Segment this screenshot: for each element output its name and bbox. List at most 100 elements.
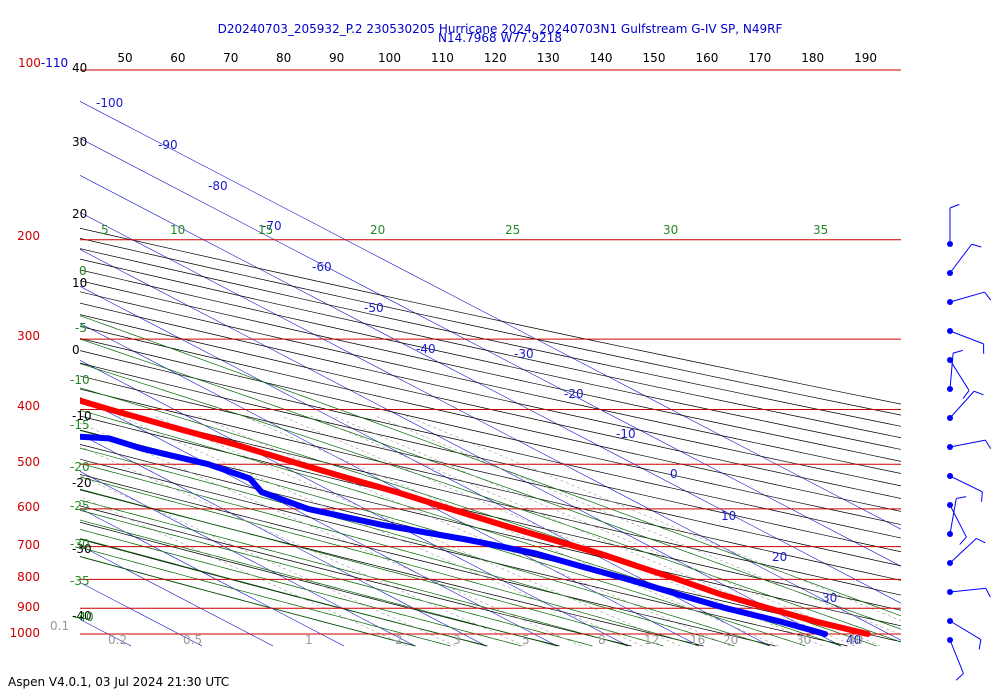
mixing-ratio-label: 0.2 — [108, 633, 127, 647]
moist-adiabat-label: -5 — [75, 321, 87, 335]
isotherm-label: 20 — [772, 550, 787, 564]
wind-barb-point — [947, 589, 953, 595]
dry-adiabat-line — [80, 505, 632, 647]
mixing-ratio-label: 8 — [598, 633, 606, 647]
wind-barb-flag — [981, 491, 983, 502]
pressure-label: 800 — [17, 570, 40, 584]
isotherm-line — [80, 545, 274, 647]
chart-title-line2: N14.7968 W77.9218 — [438, 31, 562, 45]
isotherm-line — [80, 582, 203, 647]
isotherm-label: -90 — [158, 138, 178, 152]
wind-barb-point — [947, 357, 953, 363]
isotherm-label: -70 — [262, 219, 282, 233]
mixing-ratio-line — [152, 415, 681, 647]
isotherm-line — [80, 212, 901, 641]
dry-adiabat-line — [80, 473, 776, 647]
moist-adiabat-line — [80, 556, 415, 647]
isotherm-line — [80, 175, 901, 604]
mixing-ratio-label: 0.5 — [183, 633, 202, 647]
moist-adiabat-label: 10 — [170, 223, 185, 237]
top-axis-tick: 180 — [801, 51, 824, 65]
dry-adiabat-line — [80, 429, 901, 627]
wind-barb-staff — [949, 475, 983, 493]
top-axis-tick: 50 — [117, 51, 132, 65]
wind-barb-flag — [985, 588, 991, 598]
isotherm-line — [80, 508, 345, 647]
isotherm-label: 0 — [670, 467, 678, 481]
top-axis-tick: 190 — [854, 51, 877, 65]
wind-barb-staff — [949, 243, 973, 274]
isotherm-label: 30 — [822, 591, 837, 605]
dry-adiabat-line — [80, 302, 901, 487]
mixing-ratio-label: 0.1 — [50, 619, 69, 633]
temperature-trace — [80, 397, 871, 637]
wind-barb-point — [947, 560, 953, 566]
mixing-ratio-line — [118, 415, 643, 647]
moist-adiabat-line — [80, 315, 901, 617]
wind-barb-flag — [973, 390, 984, 396]
isotherm-label: 10 — [721, 509, 736, 523]
wind-barb-staff — [949, 504, 967, 538]
isotherm-label: -60 — [312, 260, 332, 274]
pressure-label: 300 — [17, 329, 40, 343]
top-axis-tick: 80 — [276, 51, 291, 65]
moist-adiabat-label: -10 — [70, 373, 90, 387]
isotherm-label: -20 — [564, 387, 584, 401]
mixing-ratio-line — [80, 446, 525, 647]
software-version-footer: Aspen V4.0.1, 03 Jul 2024 21:30 UTC — [8, 675, 230, 689]
isotherm-label: 40 — [846, 633, 861, 647]
dry-adiabat-line — [80, 444, 901, 643]
dry-adiabat-line — [80, 227, 901, 405]
dry-adiabat-line — [80, 521, 560, 647]
dry-adiabat-line — [80, 338, 901, 525]
wind-barb-flag — [984, 439, 992, 449]
pressure-label: 700 — [17, 538, 40, 552]
top-axis-tick: 70 — [223, 51, 238, 65]
mixing-ratio-line — [309, 415, 855, 647]
moist-adiabat-line — [80, 529, 522, 647]
moist-adiabat-label: -30 — [70, 537, 90, 551]
wind-barb-flag — [956, 496, 967, 500]
isotherm-label: -30 — [514, 347, 534, 361]
wind-barb-point — [947, 415, 953, 421]
dry-adiabat-line — [80, 388, 901, 581]
wind-barb-point — [947, 328, 953, 334]
moist-adiabat-label: 35 — [813, 223, 828, 237]
wind-barb-point — [947, 386, 953, 392]
mixing-ratio-line — [241, 415, 779, 647]
wind-barb-flag — [959, 536, 967, 545]
mixing-ratio-line — [80, 475, 456, 647]
wind-barb-staff — [949, 439, 986, 448]
wind-barb-point — [947, 531, 953, 537]
height-label: -40 — [72, 609, 92, 623]
isotherm-line — [80, 138, 901, 567]
mixing-ratio-label: 2 — [395, 633, 403, 647]
moist-adiabat-label: -20 — [70, 460, 90, 474]
moist-adiabat-line — [80, 476, 700, 647]
dry-adiabat-line — [80, 237, 901, 416]
moist-adiabat-line — [80, 499, 628, 647]
wind-barb-point — [947, 618, 953, 624]
height-label: 10 — [72, 276, 87, 290]
dry-adiabat-line — [80, 375, 901, 567]
wind-barb-point — [947, 270, 953, 276]
wind-barb-staff — [949, 353, 954, 390]
pressure-label: 200 — [17, 229, 40, 243]
dry-adiabat-line — [80, 362, 901, 553]
moist-adiabat-line — [80, 519, 557, 647]
wind-barb-staff — [949, 330, 984, 345]
wind-barb-staff — [949, 498, 957, 535]
dewpoint-trace — [80, 433, 829, 637]
wind-barb-flag — [978, 639, 982, 650]
wind-barb-staff — [949, 620, 982, 640]
dry-adiabat-line — [80, 280, 901, 462]
wind-barb-staff — [949, 538, 977, 564]
wind-barb-flag — [971, 243, 982, 248]
isotherm-line — [0, 44, 60, 646]
wind-barb-point — [947, 637, 953, 643]
height-label: 30 — [72, 135, 87, 149]
mixing-ratio-label: 12 — [644, 633, 659, 647]
height-label: 20 — [72, 207, 87, 221]
top-axis-tick: 150 — [643, 51, 666, 65]
wind-barb-flag — [984, 291, 992, 301]
